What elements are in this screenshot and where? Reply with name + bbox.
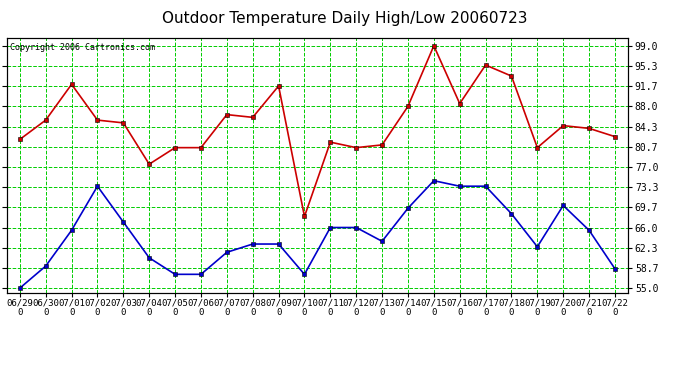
Text: Outdoor Temperature Daily High/Low 20060723: Outdoor Temperature Daily High/Low 20060… (162, 11, 528, 26)
Text: Copyright 2006 Cartronics.com: Copyright 2006 Cartronics.com (10, 43, 155, 52)
